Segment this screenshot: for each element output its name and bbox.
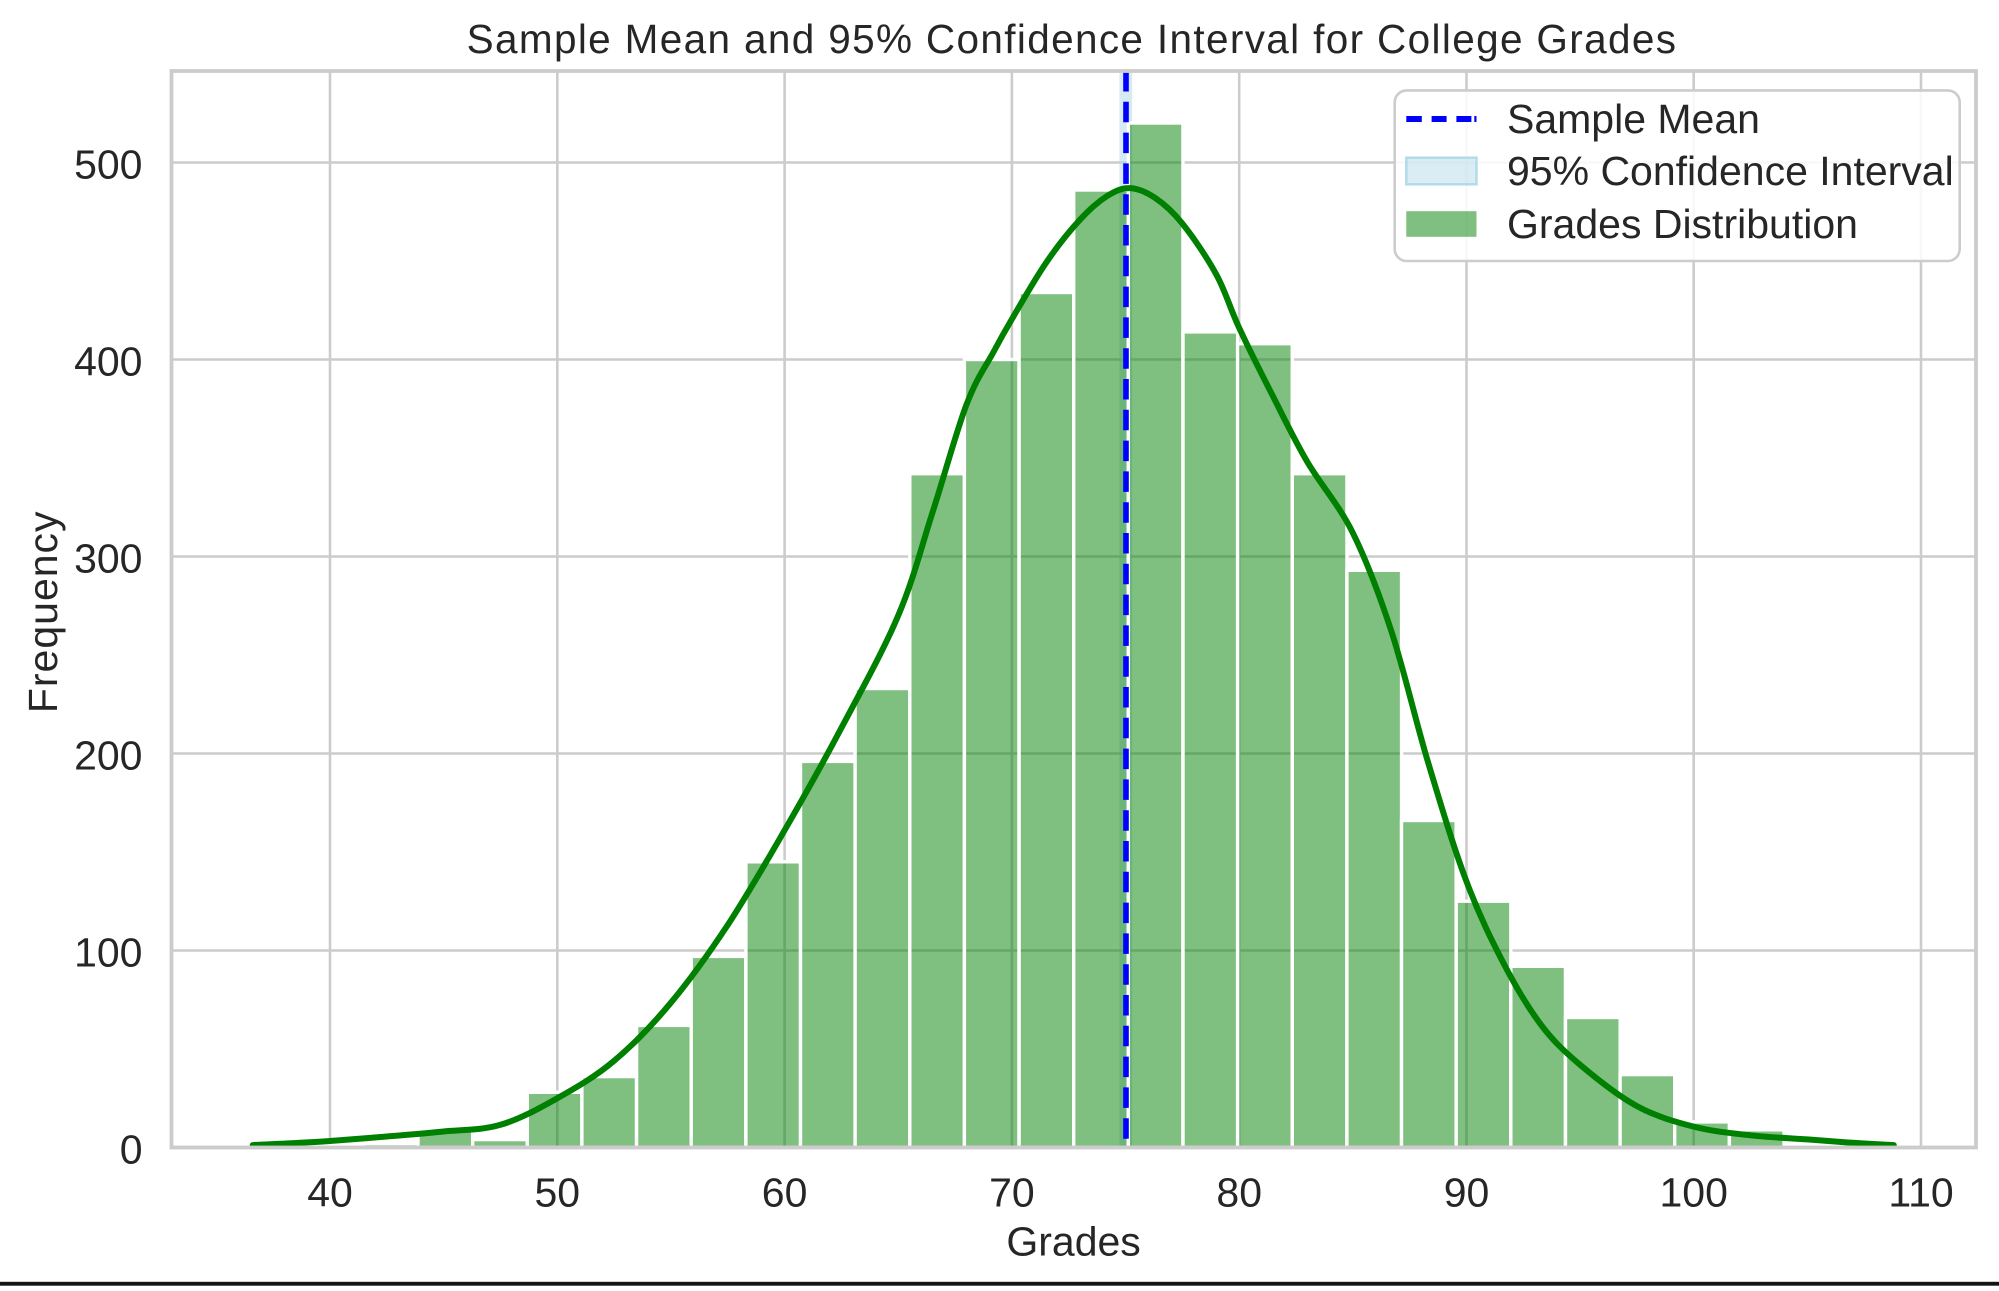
svg-text:Grades: Grades bbox=[1006, 1219, 1140, 1265]
svg-text:300: 300 bbox=[74, 536, 142, 582]
svg-text:80: 80 bbox=[1216, 1170, 1262, 1216]
svg-text:40: 40 bbox=[307, 1170, 353, 1216]
svg-text:110: 110 bbox=[1888, 1170, 1953, 1216]
svg-text:Frequency: Frequency bbox=[20, 510, 66, 713]
svg-text:95% Confidence Interval: 95% Confidence Interval bbox=[1507, 148, 1954, 194]
svg-text:Sample Mean and 95% Confidence: Sample Mean and 95% Confidence Interval … bbox=[467, 16, 1678, 62]
svg-text:200: 200 bbox=[74, 733, 142, 779]
svg-text:400: 400 bbox=[74, 339, 142, 385]
svg-text:0: 0 bbox=[120, 1127, 143, 1173]
svg-text:90: 90 bbox=[1444, 1170, 1490, 1216]
svg-text:60: 60 bbox=[762, 1170, 808, 1216]
svg-text:500: 500 bbox=[74, 142, 142, 188]
svg-text:100: 100 bbox=[1659, 1170, 1727, 1216]
svg-text:Grades Distribution: Grades Distribution bbox=[1507, 201, 1858, 247]
svg-text:50: 50 bbox=[534, 1170, 580, 1216]
svg-text:100: 100 bbox=[74, 930, 142, 976]
svg-text:Sample Mean: Sample Mean bbox=[1507, 96, 1760, 142]
svg-text:70: 70 bbox=[989, 1170, 1035, 1216]
